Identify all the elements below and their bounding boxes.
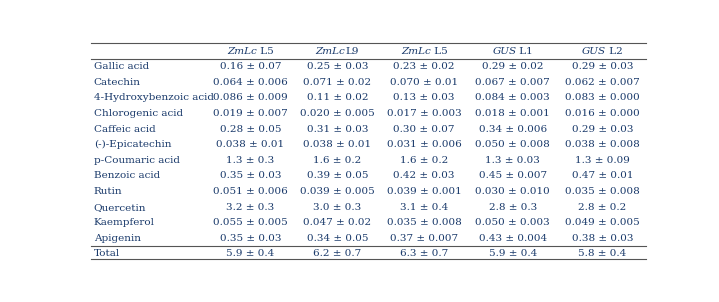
- Text: 0.016 ± 0.000: 0.016 ± 0.000: [565, 109, 640, 118]
- Text: Catechin: Catechin: [93, 78, 141, 87]
- Text: (-)-Epicatechin: (-)-Epicatechin: [93, 140, 171, 149]
- Text: L5: L5: [257, 47, 274, 56]
- Text: ZmLc: ZmLc: [401, 47, 431, 56]
- Text: 1.3 ± 0.09: 1.3 ± 0.09: [575, 156, 630, 165]
- Text: 0.047 ± 0.02: 0.047 ± 0.02: [303, 218, 371, 227]
- Text: 4-Hydroxybenzoic acid: 4-Hydroxybenzoic acid: [93, 93, 214, 102]
- Text: 0.086 ± 0.009: 0.086 ± 0.009: [213, 93, 288, 102]
- Text: 0.038 ± 0.01: 0.038 ± 0.01: [216, 140, 285, 149]
- Text: 0.017 ± 0.003: 0.017 ± 0.003: [387, 109, 462, 118]
- Text: 0.34 ± 0.05: 0.34 ± 0.05: [306, 234, 368, 243]
- Text: 0.29 ± 0.02: 0.29 ± 0.02: [482, 62, 544, 71]
- Text: 0.25 ± 0.03: 0.25 ± 0.03: [306, 62, 368, 71]
- Text: 0.34 ± 0.006: 0.34 ± 0.006: [479, 125, 547, 133]
- Text: 0.37 ± 0.007: 0.37 ± 0.007: [390, 234, 458, 243]
- Text: 2.8 ± 0.2: 2.8 ± 0.2: [578, 203, 627, 212]
- Text: 0.11 ± 0.02: 0.11 ± 0.02: [306, 93, 368, 102]
- Text: 0.29 ± 0.03: 0.29 ± 0.03: [572, 62, 633, 71]
- Text: 0.45 ± 0.007: 0.45 ± 0.007: [479, 172, 547, 180]
- Text: L9: L9: [345, 47, 359, 56]
- Text: 5.8 ± 0.4: 5.8 ± 0.4: [578, 249, 627, 259]
- Text: 0.29 ± 0.03: 0.29 ± 0.03: [572, 125, 633, 133]
- Text: 0.051 ± 0.006: 0.051 ± 0.006: [213, 187, 288, 196]
- Text: p-Coumaric acid: p-Coumaric acid: [93, 156, 180, 165]
- Text: 3.1 ± 0.4: 3.1 ± 0.4: [400, 203, 449, 212]
- Text: L2: L2: [606, 47, 623, 56]
- Text: Kaempferol: Kaempferol: [93, 218, 155, 227]
- Text: 0.038 ± 0.01: 0.038 ± 0.01: [303, 140, 371, 149]
- Text: 1.3 ± 0.3: 1.3 ± 0.3: [226, 156, 275, 165]
- Text: Total: Total: [93, 249, 120, 259]
- Text: 2.8 ± 0.3: 2.8 ± 0.3: [489, 203, 537, 212]
- Text: 0.018 ± 0.001: 0.018 ± 0.001: [475, 109, 550, 118]
- Text: 0.031 ± 0.006: 0.031 ± 0.006: [387, 140, 462, 149]
- Text: 0.43 ± 0.004: 0.43 ± 0.004: [479, 234, 547, 243]
- Text: 0.083 ± 0.000: 0.083 ± 0.000: [565, 93, 640, 102]
- Text: L5: L5: [431, 47, 447, 56]
- Text: 0.42 ± 0.03: 0.42 ± 0.03: [393, 172, 455, 180]
- Text: 3.2 ± 0.3: 3.2 ± 0.3: [226, 203, 275, 212]
- Text: 0.084 ± 0.003: 0.084 ± 0.003: [475, 93, 550, 102]
- Text: 0.35 ± 0.03: 0.35 ± 0.03: [219, 172, 281, 180]
- Text: 0.071 ± 0.02: 0.071 ± 0.02: [303, 78, 371, 87]
- Text: 0.062 ± 0.007: 0.062 ± 0.007: [565, 78, 640, 87]
- Text: Chlorogenic acid: Chlorogenic acid: [93, 109, 183, 118]
- Text: 0.039 ± 0.001: 0.039 ± 0.001: [387, 187, 462, 196]
- Text: 0.39 ± 0.05: 0.39 ± 0.05: [306, 172, 368, 180]
- Text: 0.070 ± 0.01: 0.070 ± 0.01: [390, 78, 458, 87]
- Text: 0.30 ± 0.07: 0.30 ± 0.07: [393, 125, 455, 133]
- Text: 0.47 ± 0.01: 0.47 ± 0.01: [572, 172, 633, 180]
- Text: L1: L1: [516, 47, 533, 56]
- Text: 0.035 ± 0.008: 0.035 ± 0.008: [565, 187, 640, 196]
- Text: 3.0 ± 0.3: 3.0 ± 0.3: [313, 203, 362, 212]
- Text: 0.067 ± 0.007: 0.067 ± 0.007: [475, 78, 550, 87]
- Text: ZmLc: ZmLc: [227, 47, 257, 56]
- Text: 1.6 ± 0.2: 1.6 ± 0.2: [400, 156, 449, 165]
- Text: 1.6 ± 0.2: 1.6 ± 0.2: [313, 156, 362, 165]
- Text: 0.23 ± 0.02: 0.23 ± 0.02: [393, 62, 455, 71]
- Text: 1.3 ± 0.03: 1.3 ± 0.03: [485, 156, 540, 165]
- Text: 0.050 ± 0.003: 0.050 ± 0.003: [475, 218, 550, 227]
- Text: 0.038 ± 0.008: 0.038 ± 0.008: [565, 140, 640, 149]
- Text: 0.030 ± 0.010: 0.030 ± 0.010: [475, 187, 550, 196]
- Text: Caffeic acid: Caffeic acid: [93, 125, 155, 133]
- Text: 5.9 ± 0.4: 5.9 ± 0.4: [226, 249, 275, 259]
- Text: ZmLc: ZmLc: [316, 47, 345, 56]
- Text: Rutin: Rutin: [93, 187, 122, 196]
- Text: GUS: GUS: [493, 47, 516, 56]
- Text: Quercetin: Quercetin: [93, 203, 146, 212]
- Text: 6.3 ± 0.7: 6.3 ± 0.7: [400, 249, 449, 259]
- Text: 0.16 ± 0.07: 0.16 ± 0.07: [219, 62, 281, 71]
- Text: 0.035 ± 0.008: 0.035 ± 0.008: [387, 218, 462, 227]
- Text: 0.049 ± 0.005: 0.049 ± 0.005: [565, 218, 640, 227]
- Text: 0.31 ± 0.03: 0.31 ± 0.03: [306, 125, 368, 133]
- Text: 0.019 ± 0.007: 0.019 ± 0.007: [213, 109, 288, 118]
- Text: Benzoic acid: Benzoic acid: [93, 172, 160, 180]
- Text: 0.35 ± 0.03: 0.35 ± 0.03: [219, 234, 281, 243]
- Text: 6.2 ± 0.7: 6.2 ± 0.7: [313, 249, 362, 259]
- Text: 0.28 ± 0.05: 0.28 ± 0.05: [219, 125, 281, 133]
- Text: 5.9 ± 0.4: 5.9 ± 0.4: [489, 249, 537, 259]
- Text: 0.064 ± 0.006: 0.064 ± 0.006: [213, 78, 288, 87]
- Text: Gallic acid: Gallic acid: [93, 62, 149, 71]
- Text: 0.13 ± 0.03: 0.13 ± 0.03: [393, 93, 455, 102]
- Text: 0.38 ± 0.03: 0.38 ± 0.03: [572, 234, 633, 243]
- Text: Apigenin: Apigenin: [93, 234, 141, 243]
- Text: 0.039 ± 0.005: 0.039 ± 0.005: [300, 187, 375, 196]
- Text: GUS: GUS: [582, 47, 606, 56]
- Text: 0.050 ± 0.008: 0.050 ± 0.008: [475, 140, 550, 149]
- Text: 0.055 ± 0.005: 0.055 ± 0.005: [213, 218, 288, 227]
- Text: 0.020 ± 0.005: 0.020 ± 0.005: [300, 109, 375, 118]
